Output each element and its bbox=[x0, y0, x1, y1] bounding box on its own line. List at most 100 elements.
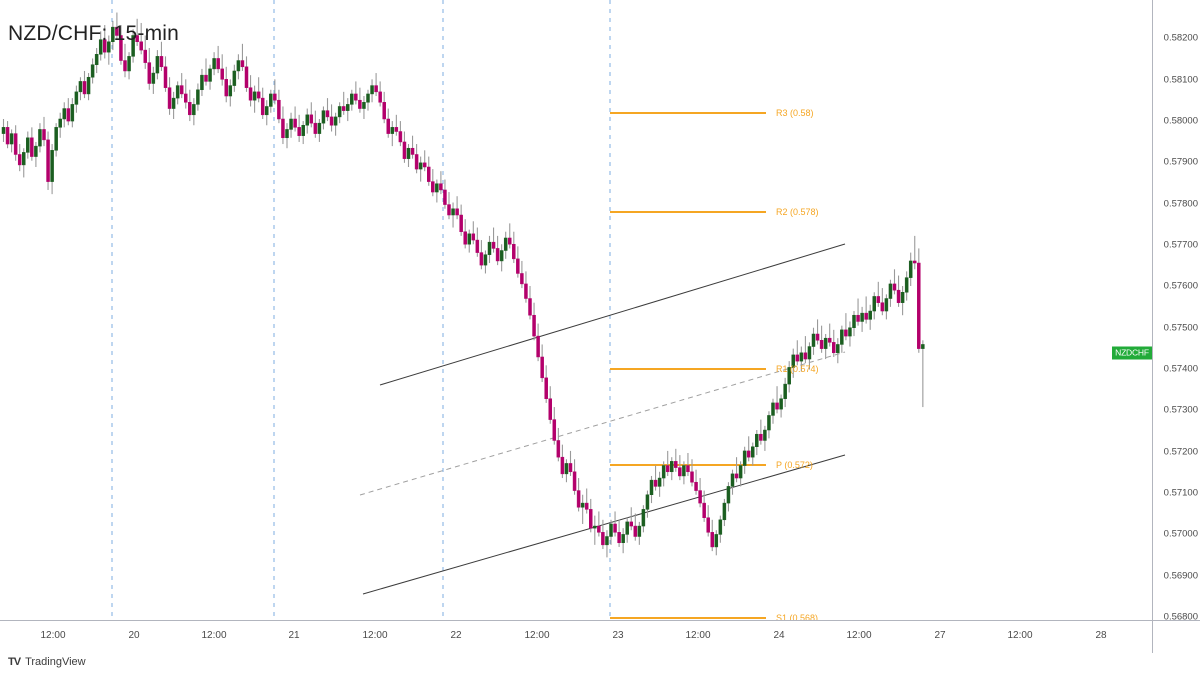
candle-body bbox=[123, 60, 127, 72]
price-tick-label: 0.56800 bbox=[1163, 611, 1198, 623]
candle-body bbox=[657, 477, 662, 487]
price-tick-label: 0.57100 bbox=[1163, 487, 1198, 499]
candle-body bbox=[613, 523, 617, 533]
candle-body bbox=[625, 521, 629, 535]
price-axis[interactable]: 0.58200 0.58100 0.58000 0.57900 0.57800 0.577… bbox=[1152, 0, 1200, 623]
axis-corner bbox=[1152, 620, 1200, 653]
candle-body bbox=[827, 337, 832, 343]
time-tick-label: 22 bbox=[450, 630, 462, 641]
pivot-label-r1: R1 (0.574) bbox=[776, 364, 819, 374]
candle-body bbox=[232, 70, 237, 86]
time-tick-label: 24 bbox=[773, 630, 785, 641]
candle-body bbox=[856, 314, 860, 322]
candle-body bbox=[560, 456, 565, 475]
time-tick-label: 21 bbox=[288, 630, 300, 641]
candle-body bbox=[860, 312, 864, 322]
candle-body bbox=[374, 85, 378, 93]
candle-body bbox=[483, 254, 488, 266]
candle-body bbox=[702, 502, 706, 518]
candle-body bbox=[439, 183, 443, 191]
candle-body bbox=[848, 327, 852, 337]
candle-body bbox=[216, 58, 220, 70]
candle-body bbox=[471, 233, 476, 241]
candle-body bbox=[414, 154, 419, 170]
candle-body bbox=[204, 74, 208, 82]
time-axis[interactable]: 12:00 20 12:00 21 12:00 22 12:00 23 12:00 24 12:00… bbox=[0, 620, 1152, 653]
candle-body bbox=[252, 91, 257, 101]
candle-body bbox=[759, 433, 763, 441]
candle-body bbox=[738, 465, 743, 479]
candle-body bbox=[726, 486, 731, 504]
candle-body bbox=[86, 76, 91, 95]
candle-body bbox=[70, 104, 75, 122]
candle-body bbox=[94, 54, 99, 65]
candle-body bbox=[269, 93, 273, 107]
chart-plot-area[interactable]: NZD/CHF: 15-min R3 (0.58) R2 (0.578) R1 (0… bbox=[0, 0, 1152, 620]
time-tick-label: 12:00 bbox=[201, 630, 227, 641]
candle-body bbox=[621, 534, 625, 544]
candle-body bbox=[913, 260, 917, 264]
candle-body bbox=[491, 241, 496, 249]
price-tick-label: 0.57300 bbox=[1163, 404, 1198, 416]
candle-body bbox=[167, 87, 172, 109]
candle-body bbox=[710, 532, 714, 548]
candle-body bbox=[455, 208, 459, 216]
candle-body bbox=[589, 509, 593, 529]
candle-body bbox=[815, 333, 820, 341]
candle-body bbox=[143, 49, 147, 63]
candle-body bbox=[734, 473, 739, 479]
candle-body bbox=[398, 131, 403, 143]
candle-body bbox=[341, 106, 346, 111]
candle-body bbox=[536, 335, 540, 358]
candle-body bbox=[236, 60, 241, 72]
candle-body bbox=[617, 532, 621, 544]
candle-body bbox=[459, 214, 463, 232]
candle-body bbox=[584, 502, 589, 510]
candle-body bbox=[317, 122, 322, 134]
candle-body bbox=[22, 152, 26, 166]
candle-body bbox=[74, 91, 79, 105]
candle-body bbox=[321, 110, 326, 124]
tradingview-logo-icon: TV bbox=[8, 656, 21, 668]
candle-body bbox=[171, 97, 176, 109]
candle-body bbox=[803, 352, 808, 360]
candle-body bbox=[410, 147, 415, 155]
price-tick-label: 0.58200 bbox=[1163, 32, 1198, 44]
candle-body bbox=[175, 85, 180, 99]
candle-body bbox=[346, 104, 350, 111]
page-title: NZD/CHF: 15-min bbox=[8, 22, 180, 45]
price-tick-label: 0.57900 bbox=[1163, 156, 1198, 168]
candle-body bbox=[900, 292, 905, 303]
pivot-line-group bbox=[610, 112, 766, 619]
candle-body bbox=[370, 85, 374, 95]
candle-body bbox=[508, 237, 512, 245]
candle-body bbox=[443, 189, 447, 205]
time-tick-label: 12:00 bbox=[40, 630, 66, 641]
time-tick-label: 12:00 bbox=[1007, 630, 1033, 641]
candle-body bbox=[524, 283, 528, 299]
candle-body bbox=[568, 463, 573, 473]
candle-body bbox=[495, 248, 500, 262]
candle-body bbox=[908, 260, 913, 278]
candle-body bbox=[686, 465, 690, 473]
price-tick-label: 0.58100 bbox=[1163, 74, 1198, 86]
candlestick-series bbox=[1, 12, 925, 558]
candle-body bbox=[807, 346, 812, 360]
candle-body bbox=[694, 481, 698, 491]
candle-body bbox=[823, 337, 828, 349]
price-tick-label: 0.57200 bbox=[1163, 446, 1198, 458]
candle-body bbox=[184, 93, 188, 103]
candle-body bbox=[799, 352, 804, 362]
candle-body bbox=[260, 97, 265, 116]
candle-body bbox=[46, 139, 50, 182]
candle-body bbox=[98, 39, 103, 55]
time-tick-label: 12:00 bbox=[362, 630, 388, 641]
candle-body bbox=[718, 519, 723, 535]
candle-body bbox=[358, 99, 362, 109]
candle-body bbox=[155, 56, 160, 74]
pivot-label-p: P (0.572) bbox=[776, 460, 813, 470]
candle-body bbox=[548, 398, 552, 420]
candle-body bbox=[435, 183, 439, 193]
candle-body bbox=[475, 239, 480, 253]
candle-body bbox=[763, 429, 767, 441]
